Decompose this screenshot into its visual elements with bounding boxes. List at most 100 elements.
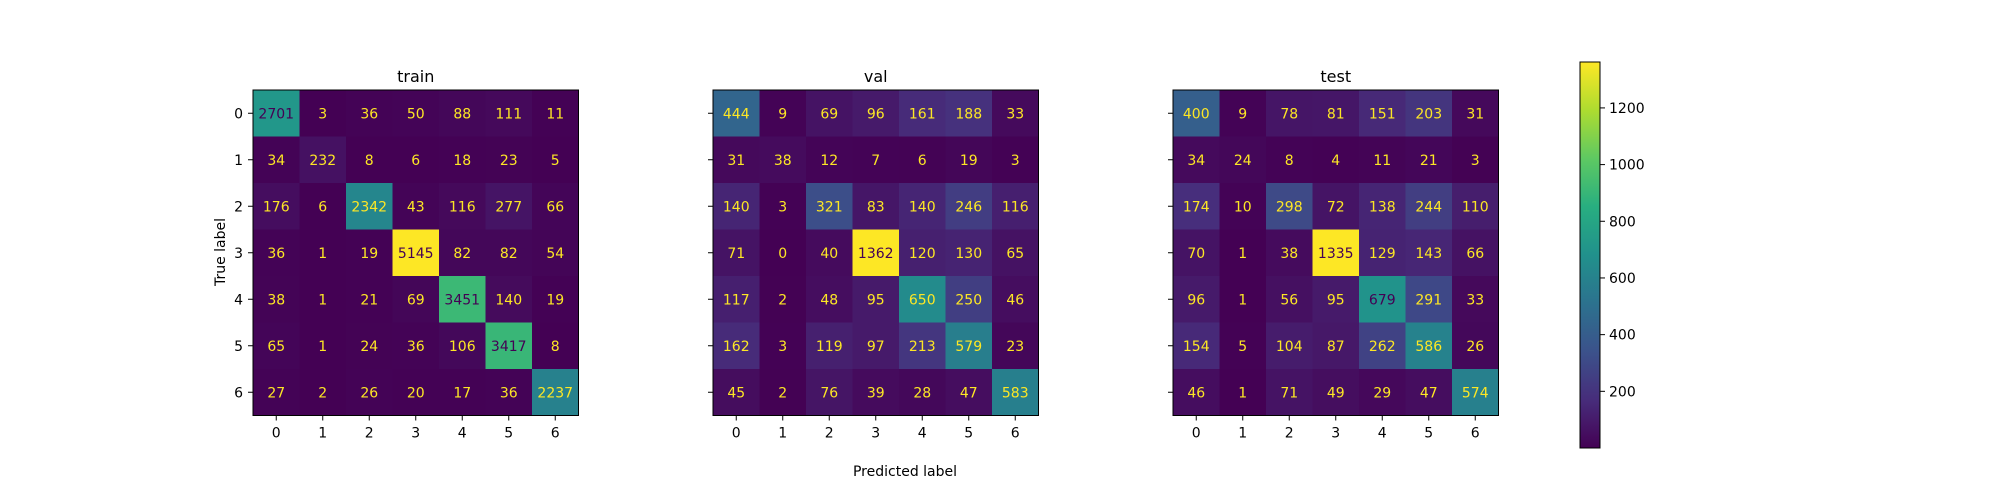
matrix-cell <box>439 136 486 184</box>
cell-value: 162 <box>723 339 750 355</box>
matrix-cell <box>439 322 486 370</box>
cell-value: 72 <box>1327 199 1345 215</box>
x-tick-label: 4 <box>458 426 467 442</box>
cell-value: 23 <box>500 153 518 169</box>
x-tick-label: 3 <box>1331 426 1340 442</box>
matrix-cell <box>532 322 579 370</box>
matrix-cell <box>1266 90 1313 137</box>
cell-value: 1 <box>1238 292 1247 308</box>
cell-value: 95 <box>1327 292 1345 308</box>
cell-value: 11 <box>546 106 564 122</box>
cell-value: 88 <box>453 106 471 122</box>
matrix-cell <box>1266 369 1313 416</box>
cell-value: 81 <box>1327 106 1345 122</box>
matrix-cell <box>346 322 393 370</box>
cell-value: 650 <box>909 292 936 308</box>
cell-value: 43 <box>407 199 425 215</box>
matrix-cell <box>253 276 300 323</box>
cell-value: 203 <box>1415 106 1442 122</box>
cell-value: 117 <box>723 292 750 308</box>
matrix-cell <box>1266 276 1313 323</box>
matrix-cell <box>1219 229 1267 277</box>
matrix-cell <box>945 369 993 416</box>
cell-value: 6 <box>411 153 420 169</box>
matrix-cell <box>1173 90 1220 137</box>
matrix-cell <box>346 136 393 184</box>
cell-value: 19 <box>360 246 378 262</box>
matrix-cell <box>346 229 393 277</box>
cell-value: 5 <box>551 153 560 169</box>
matrix-cell <box>852 322 900 370</box>
y-tick-label: 0 <box>234 106 243 122</box>
cell-value: 66 <box>546 199 564 215</box>
cell-value: 47 <box>1420 385 1438 401</box>
x-tick-label: 5 <box>1424 426 1433 442</box>
matrix-cell <box>899 90 946 137</box>
matrix-cell <box>992 369 1039 416</box>
cell-value: 5 <box>1238 339 1247 355</box>
cell-value: 56 <box>1280 292 1298 308</box>
x-axis-label: Predicted label <box>853 464 957 480</box>
matrix-cell <box>713 90 760 137</box>
matrix-cell <box>945 183 993 230</box>
cell-value: 3417 <box>491 339 527 355</box>
cell-value: 116 <box>449 199 476 215</box>
matrix-cell <box>1452 369 1499 416</box>
matrix-cell <box>1359 369 1406 416</box>
matrix-cell <box>485 183 533 230</box>
x-tick-label: 1 <box>318 426 327 442</box>
cell-value: 29 <box>1373 385 1391 401</box>
cell-value: 176 <box>263 199 290 215</box>
cell-value: 579 <box>955 339 982 355</box>
matrix-cell <box>532 90 579 137</box>
cell-value: 130 <box>955 246 982 262</box>
cell-value: 574 <box>1462 385 1489 401</box>
cell-value: 96 <box>1187 292 1205 308</box>
matrix-cell <box>806 183 853 230</box>
cell-value: 1 <box>1238 385 1247 401</box>
y-tick-label: 1 <box>234 153 243 169</box>
cell-value: 2342 <box>351 199 387 215</box>
matrix-cell <box>992 229 1039 277</box>
matrix-cell <box>299 136 347 184</box>
cell-value: 244 <box>1415 199 1442 215</box>
cell-value: 45 <box>727 385 745 401</box>
colorbar-tick-label: 1200 <box>1609 101 1645 117</box>
matrix-cell <box>899 322 946 370</box>
y-tick-label: 6 <box>234 385 243 401</box>
cell-value: 97 <box>867 339 885 355</box>
cell-value: 1 <box>1238 246 1247 262</box>
matrix-cell <box>485 369 533 416</box>
cell-value: 31 <box>1466 106 1484 122</box>
cell-value: 71 <box>727 246 745 262</box>
cell-value: 400 <box>1183 106 1210 122</box>
cell-value: 38 <box>1280 246 1298 262</box>
cell-value: 46 <box>1006 292 1024 308</box>
matrix-cell <box>713 229 760 277</box>
matrix-cell <box>852 183 900 230</box>
x-tick-label: 6 <box>551 426 560 442</box>
cell-value: 34 <box>267 153 285 169</box>
matrix-cell <box>1312 276 1360 323</box>
matrix-cell <box>899 136 946 184</box>
matrix-cell <box>485 136 533 184</box>
cell-value: 12 <box>820 153 838 169</box>
cell-value: 250 <box>955 292 982 308</box>
cell-value: 20 <box>407 385 425 401</box>
cell-value: 54 <box>546 246 564 262</box>
x-tick-label: 6 <box>1011 426 1020 442</box>
cell-value: 140 <box>909 199 936 215</box>
cell-value: 24 <box>360 339 378 355</box>
cell-value: 71 <box>1280 385 1298 401</box>
y-tick-label: 5 <box>234 339 243 355</box>
matrix-cell <box>759 229 807 277</box>
cell-value: 7 <box>871 153 880 169</box>
matrix-cell <box>899 276 946 323</box>
cell-value: 31 <box>727 153 745 169</box>
matrix-cell <box>1452 90 1499 137</box>
matrix-cell <box>392 136 440 184</box>
cell-value: 83 <box>867 199 885 215</box>
matrix-cell <box>439 90 486 137</box>
matrix-cell <box>1405 136 1453 184</box>
